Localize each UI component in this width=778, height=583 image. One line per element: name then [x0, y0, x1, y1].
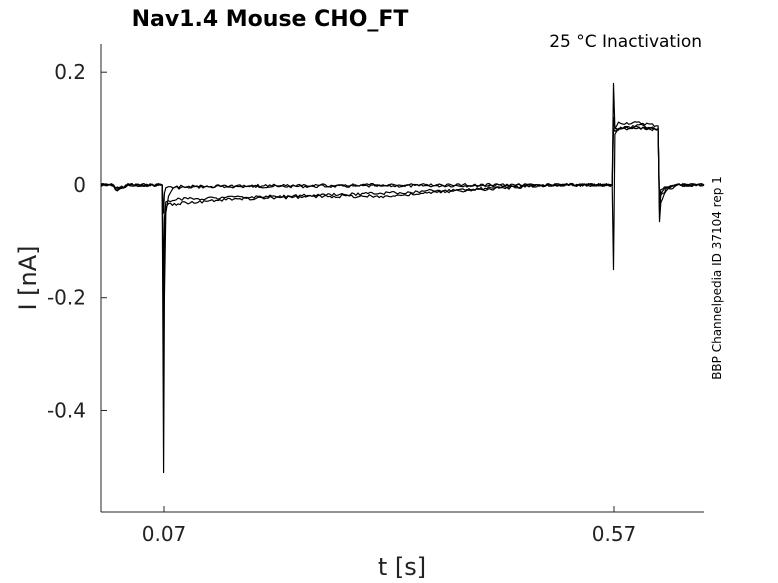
y-ticks: 0.2 0 -0.2 -0.4: [47, 60, 107, 423]
current-trace-2: [100, 123, 705, 344]
axes: [100, 44, 704, 513]
y-tick-label: -0.4: [47, 399, 86, 423]
current-trace-3: [100, 126, 705, 288]
traces: [100, 82, 705, 474]
current-trace-4: [100, 116, 705, 214]
x-tick-label: 0.07: [142, 522, 187, 546]
chart-title: Nav1.4 Mouse CHO_FT: [132, 7, 409, 32]
y-axis-label: I [nA]: [14, 245, 42, 310]
x-ticks: 0.07 0.57: [142, 506, 637, 546]
x-tick-label: 0.57: [592, 522, 637, 546]
y-tick-label: -0.2: [47, 286, 86, 310]
side-label: BBP Channelpedia ID 37104 rep 1: [710, 176, 724, 380]
y-tick-label: 0.2: [54, 60, 86, 84]
x-axis-label: t [s]: [378, 553, 426, 581]
chart-subtitle: 25 °C Inactivation: [549, 32, 702, 52]
y-tick-label: 0: [73, 173, 86, 197]
